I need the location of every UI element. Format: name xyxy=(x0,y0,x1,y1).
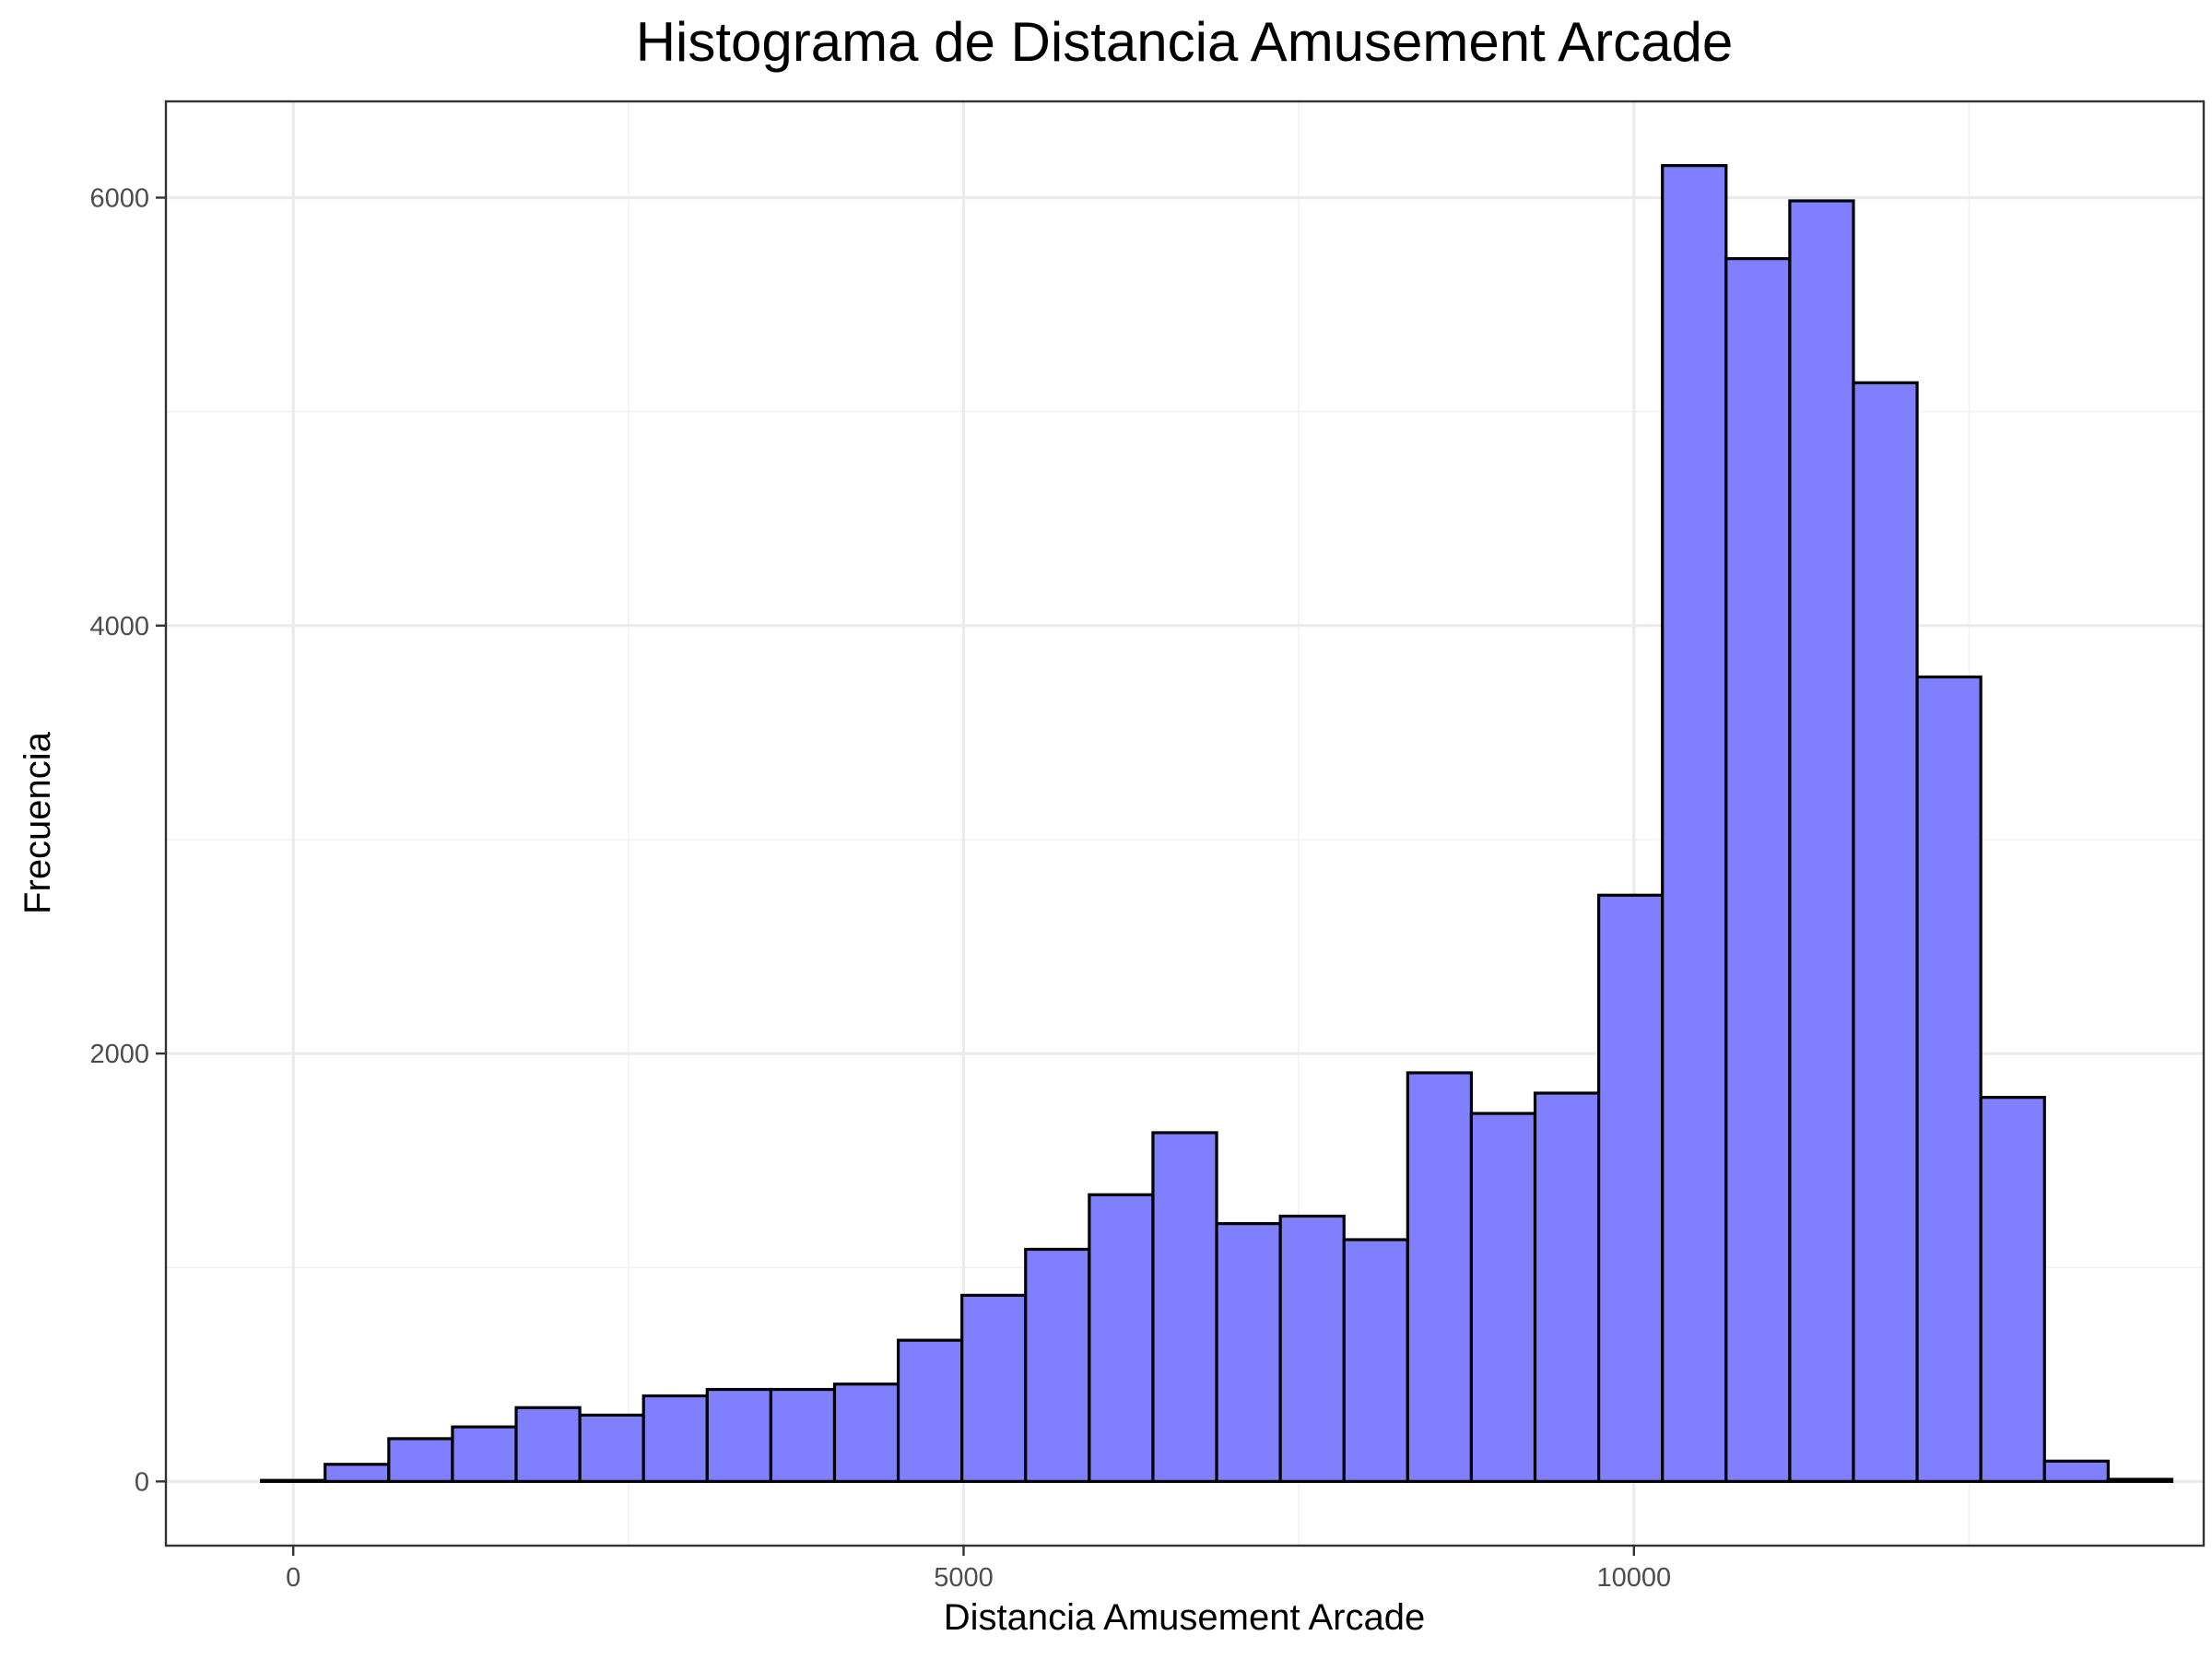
histogram-bar xyxy=(1088,1193,1155,1483)
y-axis-title: Frecuencia xyxy=(18,731,58,914)
x-tick-label: 10000 xyxy=(1596,1563,1671,1593)
y-tick-label: 6000 xyxy=(89,183,149,213)
histogram-bar xyxy=(451,1425,518,1483)
histogram-bar xyxy=(896,1338,964,1483)
histogram-bar xyxy=(1661,164,1728,1483)
histogram-bar xyxy=(324,1463,391,1483)
histogram-bar xyxy=(641,1394,709,1483)
x-axis-title: Distancia Amusement Arcade xyxy=(944,1597,1425,1638)
histogram-bar xyxy=(769,1387,837,1483)
axis-ticks: 0 5000 10000 0 2000 4000 6000 xyxy=(89,183,1671,1593)
histogram-bar xyxy=(1278,1214,1346,1483)
histogram-bar xyxy=(960,1293,1028,1483)
histogram-bar xyxy=(2106,1477,2174,1483)
y-tick-label: 0 xyxy=(135,1467,149,1497)
plot-panel-border xyxy=(164,100,2206,1547)
histogram-bar xyxy=(705,1387,772,1483)
histogram-bar xyxy=(1979,1096,2046,1483)
histogram-bar xyxy=(387,1437,454,1483)
histogram-bar xyxy=(1342,1238,1409,1483)
histogram-bar xyxy=(1024,1247,1091,1483)
histogram-bar xyxy=(1469,1112,1537,1483)
x-tick-label: 0 xyxy=(286,1563,300,1593)
histogram-bar xyxy=(260,1478,327,1483)
y-tick-label: 2000 xyxy=(89,1040,149,1069)
histogram-bar xyxy=(1406,1071,1474,1483)
histogram-bar xyxy=(1533,1091,1601,1483)
histogram-bar xyxy=(1724,257,1792,1483)
histogram-bar xyxy=(1852,381,1919,1483)
histogram-bars xyxy=(260,164,2174,1483)
chart-title: Histograma de Distancia Amusement Arcade xyxy=(636,11,1734,73)
histogram-bar xyxy=(1215,1222,1282,1483)
histogram-bar xyxy=(1597,893,1665,1483)
histogram-bar xyxy=(514,1406,582,1483)
histogram-bar xyxy=(1915,675,1983,1483)
histogram-bar xyxy=(1151,1131,1218,1483)
histogram-bar xyxy=(1788,199,1855,1483)
histogram-bar xyxy=(832,1382,900,1483)
histogram-bar xyxy=(2042,1459,2110,1483)
x-tick-label: 5000 xyxy=(934,1563,994,1593)
y-tick-label: 4000 xyxy=(89,612,149,641)
histogram-bar xyxy=(578,1413,645,1483)
